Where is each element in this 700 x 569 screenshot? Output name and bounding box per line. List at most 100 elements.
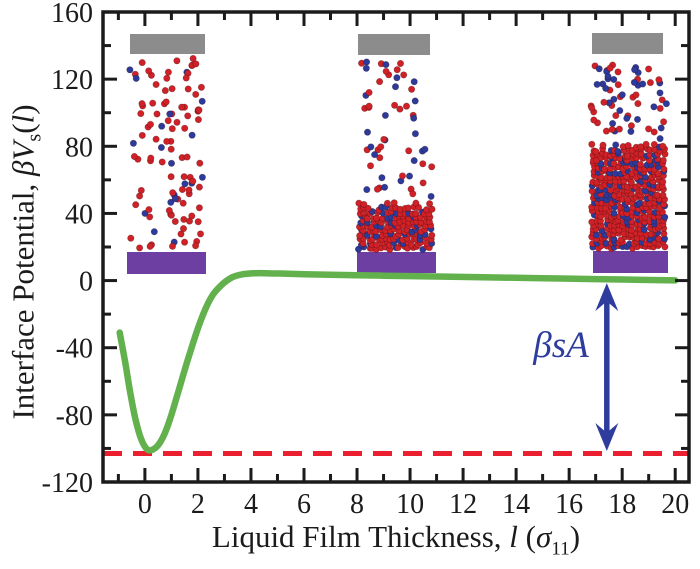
inset-3-particle — [656, 104, 664, 112]
inset-3-particle — [609, 119, 617, 128]
inset-3-particle — [659, 178, 667, 186]
inset-2-particle — [390, 199, 398, 207]
inset-3-particle — [616, 107, 624, 115]
inset-2-particle — [366, 162, 375, 170]
y-title-subscript: s — [23, 133, 46, 142]
inset-3-particle — [614, 81, 622, 89]
inset-3-particle — [650, 103, 658, 111]
inset-1-particle — [126, 66, 134, 74]
inset-2-particle — [376, 154, 384, 162]
x-tick-label: 18 — [608, 489, 636, 520]
inset-3-particle — [612, 141, 620, 149]
inset-3-particle — [627, 178, 635, 187]
inset-1-particle — [132, 201, 140, 209]
inset-1-particle — [163, 74, 171, 82]
inset-1-particle — [136, 244, 144, 252]
inset-2-particle — [410, 157, 418, 165]
inset-1-particle — [179, 199, 187, 207]
inset-1-particle — [137, 110, 145, 118]
y-axis-title: Interface Potential, βVs(l) — [5, 104, 46, 419]
inset-3-particle — [592, 148, 600, 156]
x-title-subscript: 11 — [551, 538, 570, 560]
inset-3-particle — [645, 65, 653, 73]
inset-1-particle — [138, 100, 146, 108]
inset-1-particle — [152, 80, 160, 89]
x-title-arg: l — [509, 519, 518, 554]
inset-1-top-wall — [130, 34, 205, 54]
inset-3-particle — [588, 140, 596, 148]
inset-2-particle — [412, 199, 420, 207]
inset-1-particle — [167, 173, 175, 181]
inset-1-substrate — [127, 252, 206, 274]
inset-1-particle — [192, 60, 200, 68]
inset-3-particle — [633, 115, 642, 123]
inset-2-particle — [393, 74, 401, 82]
inset-1-particle — [149, 99, 157, 107]
inset-1-particle — [180, 173, 188, 181]
x-title-symbol: σ — [535, 519, 552, 554]
inset-1-particle — [129, 139, 137, 147]
x-tick-label: 2 — [191, 489, 205, 520]
inset-3-top-wall — [592, 33, 663, 54]
inset-2-particle — [363, 128, 372, 136]
inset-1-particle — [167, 198, 175, 206]
inset-3-particle — [593, 80, 601, 88]
inset-2-particle — [381, 111, 389, 119]
inset-2-particle — [391, 101, 399, 109]
inset-1-particle — [192, 242, 200, 250]
inset-1-particle — [195, 204, 203, 212]
inset-3-particle — [655, 76, 663, 84]
inset-1-particle — [146, 242, 154, 250]
inset-2-particle — [362, 64, 370, 72]
inset-2-particle — [391, 83, 400, 91]
y-tick-label: 120 — [51, 65, 93, 96]
inset-2-particle — [411, 97, 419, 105]
y-title-arg: l — [5, 114, 41, 124]
inset-3-particle — [637, 143, 645, 151]
inset-1-particle — [195, 106, 203, 114]
inset-3-particle — [657, 124, 665, 132]
y-tick-label: 40 — [65, 199, 93, 230]
inset-2-particle — [419, 160, 427, 168]
inset-1-particle — [173, 57, 181, 65]
inset-1-particle — [194, 116, 202, 124]
inset-1-particle — [195, 183, 203, 191]
inset-1-particle — [181, 180, 189, 188]
inset-3-particle — [610, 209, 618, 217]
inset-3-particle — [639, 80, 647, 88]
bsa-arrow-head-down — [595, 422, 619, 451]
inset-1-particle — [158, 122, 166, 130]
inset-1-particle — [171, 195, 179, 203]
x-tick-label: 6 — [297, 489, 311, 520]
inset-1-particle — [164, 68, 172, 76]
inset-3-particle — [614, 68, 622, 76]
inset-2-particle — [396, 59, 405, 68]
inset-1-particle — [185, 186, 193, 194]
inset-3-particle — [614, 147, 622, 156]
inset-1-particle — [127, 234, 135, 242]
inset-2-particle — [381, 183, 389, 191]
inset-3-particle — [630, 78, 638, 86]
inset-1-particle — [168, 85, 176, 93]
x-title-text: Liquid Film Thickness, — [211, 519, 510, 554]
inset-1-particle — [132, 74, 140, 82]
inset-1-particle — [197, 83, 205, 91]
inset-1-particle — [146, 213, 154, 221]
inset-3-particle — [606, 64, 614, 72]
inset-2-particle — [419, 179, 427, 187]
inset-1-particle — [188, 131, 196, 139]
inset-3-particle — [602, 127, 610, 135]
inset-1-particle — [145, 67, 153, 75]
inset-2-particle — [407, 241, 415, 249]
inset-2-particle — [360, 200, 368, 208]
inset-1-particle — [178, 103, 186, 111]
inset-3-particle — [615, 125, 623, 133]
x-tick-label: 10 — [396, 489, 424, 520]
y-tick-label: 80 — [65, 132, 93, 163]
inset-2-particle — [367, 143, 375, 151]
inset-2-particle — [402, 102, 411, 110]
inset-2-particle — [393, 66, 401, 74]
inset-3-particle — [612, 112, 620, 120]
